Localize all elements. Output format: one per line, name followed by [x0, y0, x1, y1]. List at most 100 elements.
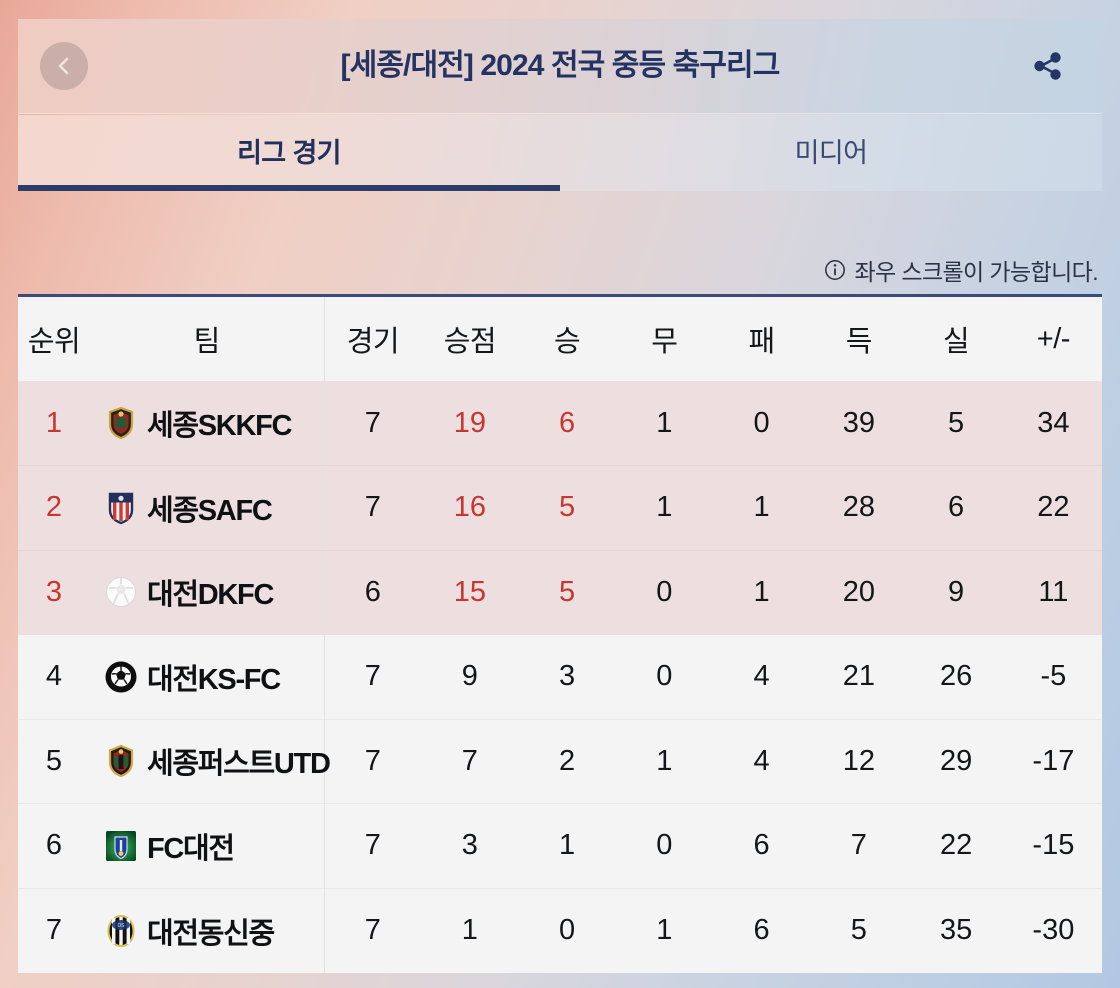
table-row[interactable]: 7 DS 대전동신중 7 1 0 1 6 5 35 -30 — [18, 888, 1102, 973]
cell-wins: 6 — [559, 406, 576, 439]
team-name: 대전동신중 — [147, 917, 275, 950]
cell-rank: 1 — [45, 406, 63, 439]
column-header-points: 승점 — [443, 326, 497, 358]
svg-text:DS: DS — [118, 923, 126, 929]
cell-losses: 6 — [753, 914, 770, 946]
cell-wins: 5 — [559, 575, 576, 608]
cell-rank: 2 — [45, 491, 63, 524]
cell-goal-diff: -17 — [1032, 744, 1075, 777]
cell-losses: 1 — [753, 491, 770, 524]
table-row[interactable]: 2 세종SAFC 7 16 5 1 1 28 6 22 — [18, 465, 1102, 550]
cell-rank: 7 — [45, 914, 63, 946]
cell-team[interactable]: 세종SAFC — [90, 465, 325, 550]
column-header-ga: 실 — [943, 326, 970, 358]
cell-goals-against: 9 — [948, 575, 965, 608]
cell-points: 7 — [461, 744, 478, 777]
tab-label: 미디어 — [794, 137, 868, 168]
cell-wins: 5 — [559, 491, 576, 524]
share-button[interactable] — [1024, 42, 1072, 90]
cell-points: 16 — [453, 491, 486, 524]
cell-goal-diff: -15 — [1032, 829, 1075, 862]
cell-goals-against: 5 — [948, 406, 965, 439]
cell-rank: 3 — [45, 575, 63, 608]
info-circle-icon — [824, 259, 846, 281]
crest-soccer-ball-icon — [104, 575, 138, 609]
column-header-losses: 패 — [748, 326, 776, 358]
column-header-gf: 득 — [845, 326, 873, 358]
team-name: 대전DKFC — [147, 579, 274, 612]
cell-goal-diff: 22 — [1037, 491, 1070, 524]
back-button[interactable] — [40, 42, 88, 90]
standings-table-container[interactable]: 순위 팀 경기 승점 승 무 패 득 실 +/- 1 세종SKKFC 7 19 6 1 0 3… — [18, 294, 1102, 973]
crest-black-circle-icon — [104, 660, 138, 694]
cell-team[interactable]: DS 대전동신중 — [90, 888, 325, 973]
cell-team[interactable]: 세종퍼스트UTD — [90, 719, 331, 804]
crest-gold-shield-icon — [104, 406, 138, 440]
cell-goals-for: 39 — [842, 406, 875, 439]
table-row[interactable]: 4 대전KS-FC 7 9 3 0 4 21 26 -5 — [18, 634, 1102, 719]
cell-points: 1 — [461, 914, 478, 946]
cell-goals-for: 12 — [842, 744, 875, 777]
tab-media[interactable]: 미디어 — [560, 115, 1102, 191]
app-header: [세종/대전] 2024 전국 중등 축구리그 — [18, 19, 1102, 114]
cell-team[interactable]: 대전DKFC — [90, 550, 325, 635]
tab-league-matches[interactable]: 리그 경기 — [18, 115, 560, 191]
table-header: 순위 팀 경기 승점 승 무 패 득 실 +/- — [18, 297, 1102, 381]
cell-draws: 1 — [656, 406, 673, 439]
cell-team[interactable]: 세종SKKFC — [90, 381, 325, 466]
cell-losses: 1 — [753, 575, 770, 608]
cell-games: 7 — [364, 406, 381, 439]
cell-draws: 0 — [656, 575, 673, 608]
cell-points: 15 — [453, 575, 486, 608]
cell-draws: 1 — [656, 744, 673, 777]
table-row[interactable]: 5 세종퍼스트UTD 7 7 2 1 4 12 29 -17 — [18, 719, 1102, 804]
cell-games: 6 — [364, 575, 381, 608]
page-title: [세종/대전] 2024 전국 중등 축구리그 — [340, 49, 781, 82]
column-header-team: 팀 — [90, 297, 325, 381]
cell-team[interactable]: FC대전 — [90, 803, 325, 888]
cell-goals-for: 5 — [850, 914, 867, 946]
team-name: 세종SKKFC — [147, 410, 292, 442]
cell-draws: 1 — [656, 914, 673, 946]
chevron-left-icon — [58, 57, 69, 75]
table-row[interactable]: 3 대전DKFC 6 15 5 0 1 20 9 11 — [18, 550, 1102, 635]
tab-bar: 리그 경기 미디어 — [18, 115, 1102, 191]
crest-green-square-icon — [104, 829, 138, 863]
cell-wins: 2 — [559, 744, 576, 777]
column-header-draws: 무 — [651, 326, 678, 358]
table-row[interactable]: 1 세종SKKFC 7 19 6 1 0 39 5 34 — [18, 381, 1102, 466]
cell-games: 7 — [364, 491, 381, 524]
crest-gold-shield2-icon — [104, 744, 138, 778]
cell-games: 7 — [364, 744, 381, 777]
cell-losses: 4 — [753, 744, 770, 777]
table-header-row: 순위 팀 경기 승점 승 무 패 득 실 +/- — [18, 297, 1102, 381]
cell-points: 9 — [461, 660, 478, 693]
cell-games: 7 — [364, 660, 381, 693]
cell-goals-against: 26 — [939, 660, 973, 693]
crest-bw-stripes-icon: DS — [104, 914, 138, 948]
cell-losses: 4 — [753, 660, 770, 693]
table-row[interactable]: 6 FC대전 7 3 1 0 6 7 22 -15 — [18, 803, 1102, 888]
cell-goals-for: 28 — [842, 491, 875, 524]
cell-team[interactable]: 대전KS-FC — [90, 634, 325, 719]
share-icon — [1034, 52, 1061, 80]
column-header-wins: 승 — [554, 326, 581, 358]
column-header-games: 경기 — [346, 326, 400, 358]
cell-rank: 4 — [45, 660, 63, 693]
cell-goals-for: 20 — [842, 575, 875, 608]
column-header-rank: 순위 — [27, 326, 81, 358]
cell-goal-diff: -30 — [1032, 914, 1075, 946]
tab-label: 리그 경기 — [237, 137, 341, 168]
scroll-hint: 좌우 스크롤이 가능합니다. — [824, 253, 1099, 287]
cell-goals-against: 22 — [939, 829, 973, 862]
cell-games: 7 — [364, 914, 381, 946]
cell-goal-diff: -5 — [1040, 660, 1067, 693]
cell-draws: 1 — [656, 491, 673, 524]
cell-goals-against: 35 — [939, 914, 973, 946]
cell-goal-diff: 11 — [1038, 575, 1069, 608]
team-name: 세종퍼스트UTD — [147, 748, 331, 781]
cell-goals-for: 21 — [842, 660, 875, 693]
cell-goals-against: 29 — [939, 744, 973, 777]
cell-rank: 6 — [45, 829, 63, 862]
